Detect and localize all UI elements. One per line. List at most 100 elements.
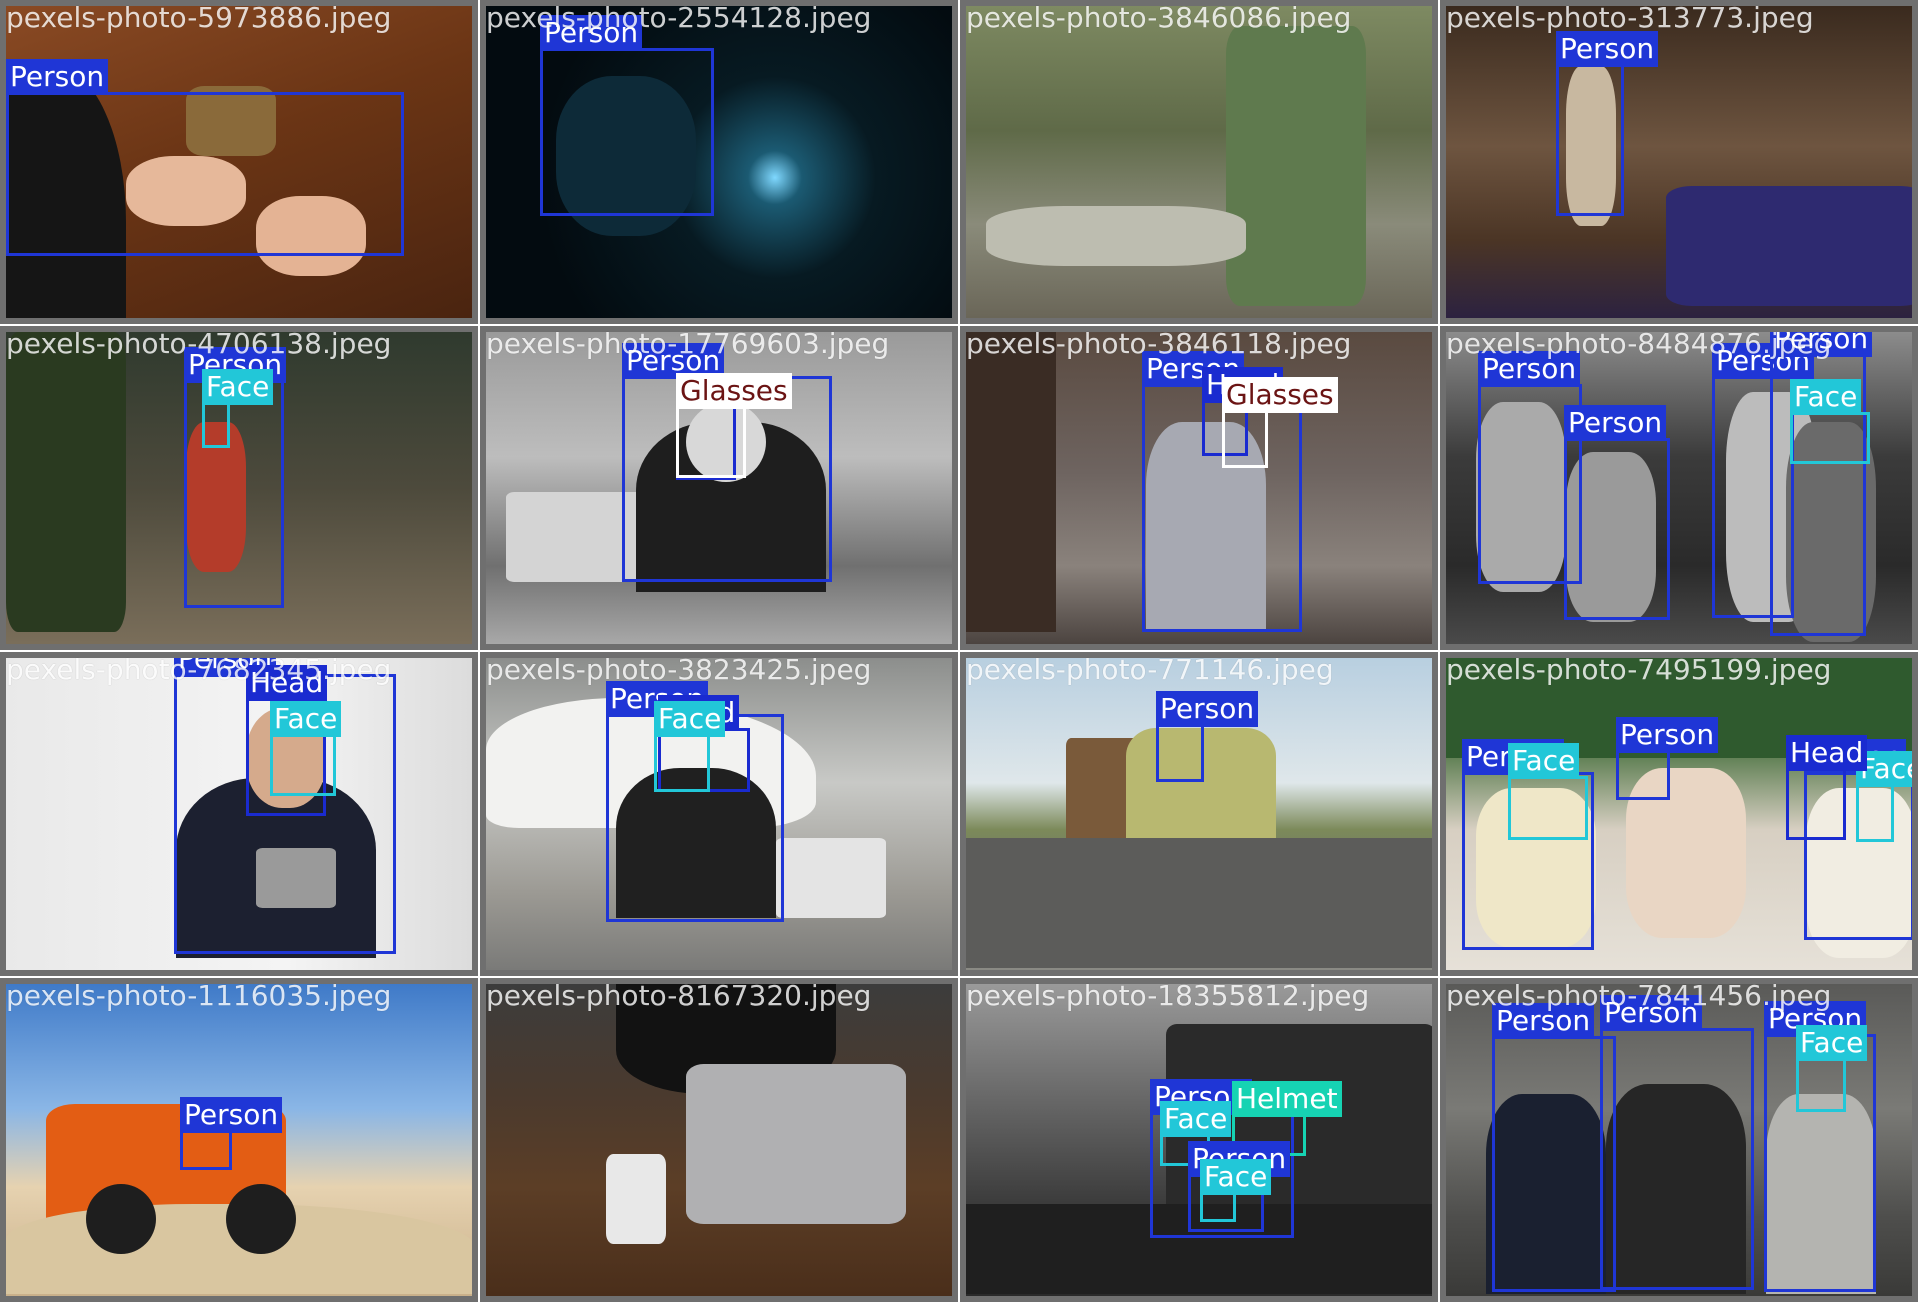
detection-label: Face xyxy=(1160,1101,1232,1137)
tile-filename: pexels-photo-7495199.jpeg xyxy=(1446,653,1832,686)
mosaic-tile: Person Head Face pexels-photo-7682345.jpeg xyxy=(0,652,478,976)
detection-box-helmet: Helmet xyxy=(1232,1081,1342,1156)
detection-box-person: Person xyxy=(1616,717,1719,800)
detection-label: Person xyxy=(1156,691,1259,727)
tile-photo: PersonHelmetFacePersonFace xyxy=(966,984,1432,1296)
scene-shape xyxy=(1626,768,1746,938)
detection-box-person: Person xyxy=(1564,405,1670,620)
tile-filename: pexels-photo-5973886.jpeg xyxy=(6,1,392,34)
detection-box-head: Head xyxy=(246,665,328,816)
scene-shape xyxy=(1606,1084,1746,1294)
scene-shape xyxy=(1486,1094,1606,1294)
tile-filename: pexels-photo-7841456.jpeg xyxy=(1446,979,1832,1012)
scene-shape xyxy=(86,1184,156,1254)
detection-label: Face xyxy=(1790,379,1862,415)
scene-shape xyxy=(256,848,336,908)
mosaic-tile: Person Person Person Person Face pexels-photo… xyxy=(1440,326,1918,650)
detection-box-face: Face xyxy=(270,701,342,796)
tile-filename: pexels-photo-313773.jpeg xyxy=(1446,1,1814,34)
mosaic-tile: Person pexels-photo-313773.jpeg xyxy=(1440,0,1918,324)
mosaic-tile: Person pexels-photo-1116035.jpeg xyxy=(0,978,478,1302)
detection-box-face: Face xyxy=(1796,1025,1868,1112)
detection-box-person: Person xyxy=(1600,995,1754,1290)
detection-box-glasses: Glasses xyxy=(1222,377,1338,468)
detection-label: Helmet xyxy=(1232,1081,1342,1117)
detection-label: Face xyxy=(1200,1159,1272,1195)
detection-box-face: Face xyxy=(202,369,274,448)
tile-filename: pexels-photo-17769603.jpeg xyxy=(486,327,890,360)
scene-shape xyxy=(986,206,1246,266)
scene-shape xyxy=(1226,26,1366,306)
mosaic-tile: pexels-photo-3846086.jpeg xyxy=(960,0,1438,324)
scene-shape xyxy=(616,768,776,918)
detection-box-person: Person xyxy=(184,347,287,608)
scene-shape xyxy=(1786,422,1876,642)
detection-label: Person xyxy=(622,343,725,379)
scene-shape xyxy=(186,86,276,156)
tile-filename: pexels-photo-3846118.jpeg xyxy=(966,327,1352,360)
tile-filename: pexels-photo-3846086.jpeg xyxy=(966,1,1352,34)
detection-label: Face xyxy=(202,369,274,405)
detection-label: Head xyxy=(246,665,328,701)
detection-box-face: Face xyxy=(1160,1101,1232,1166)
scene-shape xyxy=(126,156,246,226)
mosaic-tile: Person Person Person Face pexels-photo-78414… xyxy=(1440,978,1918,1302)
tile-photo xyxy=(486,984,952,1296)
detection-box-head: Head xyxy=(1786,735,1868,840)
detection-box-person: Person xyxy=(6,59,404,256)
tile-filename: pexels-photo-8167320.jpeg xyxy=(486,979,872,1012)
mosaic-tile: Person pexels-photo-5973886.jpeg xyxy=(0,0,478,324)
tile-photo: Person xyxy=(486,6,952,318)
tile-photo: Person Person Person Face xyxy=(1446,984,1912,1296)
tile-filename: pexels-photo-1116035.jpeg xyxy=(6,979,392,1012)
detection-label: Face xyxy=(270,701,342,737)
detection-label: Person xyxy=(1492,1003,1595,1039)
tile-photo: Person xyxy=(6,6,472,318)
tile-photo: PersonHeadGlasses xyxy=(966,332,1432,644)
detection-box-person: Person xyxy=(1770,332,1873,636)
detection-label: Person xyxy=(1770,332,1873,357)
mosaic-tile: PersonHeadGlassespexels-photo-3846118.jp… xyxy=(960,326,1438,650)
mosaic-tile: PersonPersonPersonFaceFaceHeadpexels-pho… xyxy=(1440,652,1918,976)
tile-filename: pexels-photo-8484876.jpeg xyxy=(1446,327,1832,360)
tile-filename: pexels-photo-3823425.jpeg xyxy=(486,653,872,686)
detection-label: Person xyxy=(1556,31,1659,67)
scene-shape xyxy=(1566,66,1616,226)
detection-label: Person xyxy=(6,59,109,95)
tile-photo: Person Person Person Person Face xyxy=(1446,332,1912,644)
tile-filename: pexels-photo-2554128.jpeg xyxy=(486,1,872,34)
tile-filename: pexels-photo-7682345.jpeg xyxy=(6,653,392,686)
scene-shape xyxy=(606,1154,666,1244)
scene-shape xyxy=(686,402,766,482)
detection-box-face: Face xyxy=(654,701,726,792)
detection-label: Face xyxy=(654,701,726,737)
detection-label: Person xyxy=(1616,717,1719,753)
detection-box-glasses: Glasses xyxy=(676,373,792,478)
scene-shape xyxy=(1806,788,1912,958)
detection-label: Person xyxy=(540,15,643,51)
detection-label: Head xyxy=(1786,735,1868,771)
scene-shape xyxy=(1146,422,1266,632)
detection-box-person: Person xyxy=(1156,691,1259,782)
scene-shape xyxy=(966,838,1432,968)
scene-shape xyxy=(256,196,366,276)
detection-label: Person xyxy=(180,1097,283,1133)
detection-label: Person xyxy=(1600,995,1703,1031)
mosaic-tile: Person pexels-photo-771146.jpeg xyxy=(960,652,1438,976)
detection-box-person: Person xyxy=(1492,1003,1616,1292)
mosaic-tile: Person Face pexels-photo-4706138.jpeg xyxy=(0,326,478,650)
detection-box-person: Person xyxy=(1478,351,1582,584)
tile-photo: PersonHeadGlasses xyxy=(486,332,952,644)
detection-box-person: Person xyxy=(1556,31,1659,216)
detection-box-person: Person xyxy=(540,15,714,216)
mosaic-tile: PersonHeadGlassespexels-photo-17769603.j… xyxy=(480,326,958,650)
scene-shape xyxy=(1766,1094,1876,1294)
scene-shape xyxy=(966,1204,1432,1294)
scene-shape xyxy=(226,1184,296,1254)
tile-photo: Person Face xyxy=(6,332,472,644)
detection-label: Person xyxy=(1564,405,1667,441)
tile-photo xyxy=(966,6,1432,318)
